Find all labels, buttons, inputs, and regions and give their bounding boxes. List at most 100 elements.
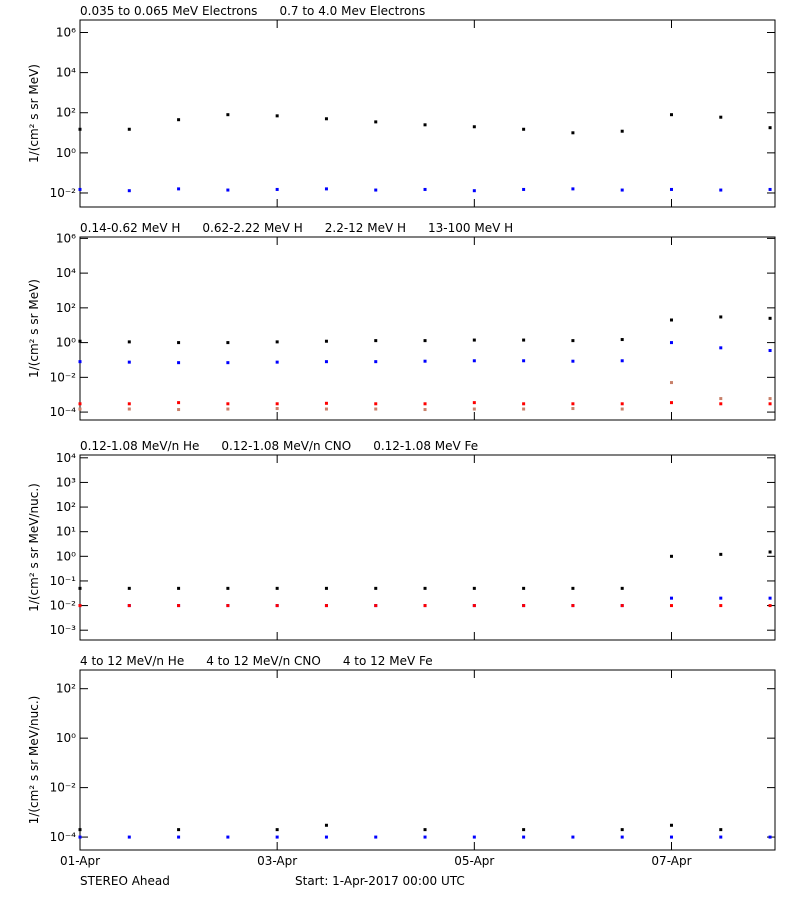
legend-entry: 0.035 to 0.065 MeV Electrons (80, 4, 257, 18)
legend-entry: 13-100 MeV H (428, 221, 513, 235)
data-point (719, 835, 723, 839)
data-point (768, 550, 772, 554)
data-point (374, 402, 378, 406)
data-point (78, 187, 82, 191)
data-point (571, 407, 575, 411)
data-point (127, 360, 131, 364)
y-tick-label: 10⁰ (56, 549, 76, 563)
data-point (324, 835, 328, 839)
data-point (324, 187, 328, 191)
data-point (226, 341, 230, 345)
data-point (472, 586, 476, 590)
data-point (669, 381, 673, 385)
legend-entry: 0.62-2.22 MeV H (202, 221, 302, 235)
data-point (472, 125, 476, 129)
y-tick-label: 10⁶ (56, 26, 76, 40)
plot-frame (79, 19, 776, 208)
data-point (275, 340, 279, 344)
y-tick-label: 10² (56, 500, 76, 514)
data-point (423, 187, 427, 191)
data-point (127, 189, 131, 193)
data-point (620, 586, 624, 590)
data-point (374, 188, 378, 192)
data-point (78, 360, 82, 364)
x-tick-label: 01-Apr (60, 854, 100, 868)
data-point (669, 318, 673, 322)
data-point (522, 835, 526, 839)
data-point (78, 402, 82, 406)
data-point (374, 339, 378, 343)
data-point (226, 604, 230, 608)
data-point (127, 835, 131, 839)
legend-entry: 0.14-0.62 MeV H (80, 221, 180, 235)
y-tick-label: 10⁶ (56, 231, 76, 245)
data-point (374, 120, 378, 124)
data-point (571, 835, 575, 839)
y-tick-label: 10¹ (56, 525, 76, 539)
data-point (177, 835, 181, 839)
y-tick-label: 10² (56, 106, 76, 120)
data-point (719, 315, 723, 319)
data-point (127, 586, 131, 590)
y-tick-label: 10² (56, 682, 76, 696)
y-tick-label: 10⁻² (50, 599, 77, 613)
data-point (78, 127, 82, 131)
data-point (177, 401, 181, 405)
data-point (669, 596, 673, 600)
data-point (423, 123, 427, 127)
data-point (522, 359, 526, 363)
data-point (324, 117, 328, 121)
plot-frame (79, 236, 776, 421)
data-point (571, 359, 575, 363)
data-point (275, 114, 279, 118)
plot-frame (79, 669, 776, 851)
data-point (275, 187, 279, 191)
data-point (719, 346, 723, 350)
data-point (571, 131, 575, 135)
data-point (423, 828, 427, 832)
y-tick-label: 10⁴ (56, 66, 76, 80)
data-point (768, 126, 772, 130)
x-tick-label: 07-Apr (651, 854, 691, 868)
data-point (669, 604, 673, 608)
data-point (374, 360, 378, 364)
data-point (275, 407, 279, 411)
data-point (669, 835, 673, 839)
x-tick-label: 03-Apr (257, 854, 297, 868)
data-point (719, 604, 723, 608)
data-point (768, 316, 772, 320)
data-point (669, 187, 673, 191)
data-point (571, 187, 575, 191)
data-point (374, 835, 378, 839)
data-point (620, 407, 624, 411)
data-point (719, 397, 723, 401)
data-point (127, 407, 131, 411)
data-point (571, 604, 575, 608)
data-point (324, 360, 328, 364)
data-point (472, 401, 476, 405)
data-point (669, 554, 673, 558)
data-point (324, 401, 328, 405)
legend-entry: 4 to 12 MeV Fe (343, 654, 433, 668)
data-point (423, 339, 427, 343)
data-point (226, 361, 230, 365)
data-point (472, 407, 476, 411)
data-point (620, 604, 624, 608)
data-point (177, 828, 181, 832)
data-point (472, 604, 476, 608)
data-point (78, 835, 82, 839)
data-point (472, 359, 476, 363)
data-point (669, 823, 673, 827)
data-point (768, 604, 772, 608)
data-point (177, 187, 181, 191)
data-point (275, 586, 279, 590)
data-point (669, 113, 673, 117)
data-point (669, 341, 673, 345)
data-point (719, 402, 723, 406)
data-point (324, 407, 328, 411)
data-point (78, 586, 82, 590)
data-point (472, 189, 476, 193)
y-axis-label: 1/(cm² s sr MeV) (27, 64, 41, 163)
data-point (275, 828, 279, 832)
data-point (177, 408, 181, 412)
